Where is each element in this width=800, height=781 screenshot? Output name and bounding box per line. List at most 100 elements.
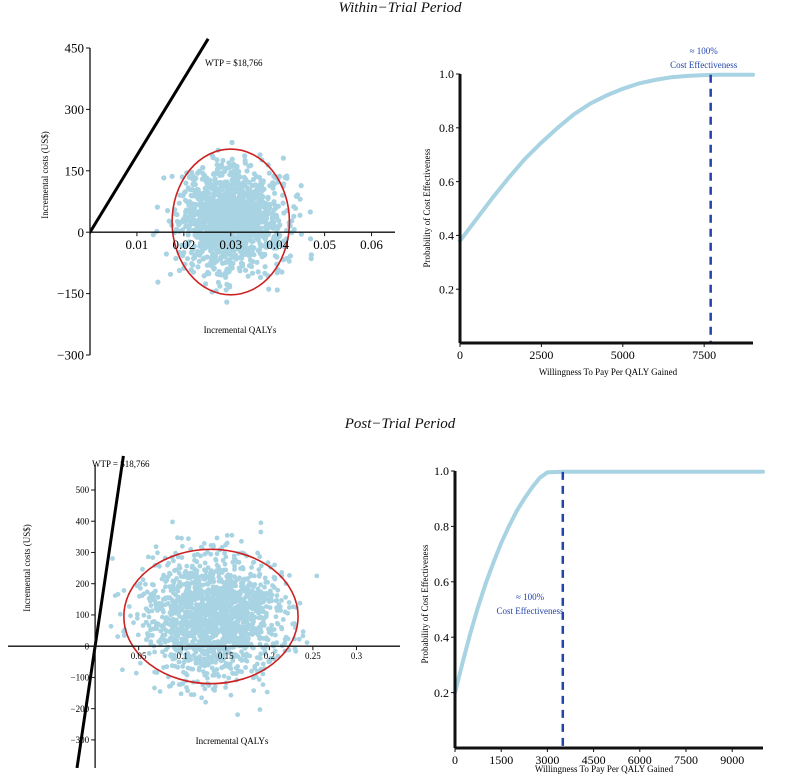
x-tick-label: 0.1 — [177, 651, 188, 661]
scatter-point — [286, 600, 292, 605]
y-tick-label: 0.8 — [439, 121, 454, 135]
scatter-point — [193, 586, 198, 592]
y-axis-label: Probability of Cost Effectiveness — [420, 544, 430, 664]
scatter-point — [314, 573, 320, 579]
x-tick-label: 0 — [457, 348, 463, 362]
scatter-point — [187, 221, 194, 227]
scatter-point — [210, 654, 216, 660]
scatter-point — [146, 614, 152, 620]
scatter-point — [152, 649, 158, 655]
scatter-point — [266, 659, 272, 665]
scatter-point — [257, 554, 263, 560]
scatter-point — [230, 189, 236, 195]
scatter-point — [239, 669, 245, 675]
scatter-point — [175, 554, 181, 560]
scatter-point — [135, 612, 140, 617]
scatter-point — [179, 535, 184, 541]
scatter-point — [262, 575, 268, 581]
scatter-point — [110, 556, 115, 561]
scatter-point — [213, 227, 219, 233]
scatter-point — [234, 206, 240, 212]
scatter-point — [185, 688, 191, 694]
scatter-point — [146, 651, 152, 656]
scatter-point — [235, 642, 241, 648]
scatter-point — [145, 554, 151, 560]
scatter-point — [176, 570, 182, 576]
scatter-point — [258, 520, 264, 526]
scatter-point — [263, 613, 269, 619]
scatter-point — [167, 584, 173, 590]
scatter-point — [221, 633, 227, 638]
x-tick-label: 0.2 — [264, 651, 275, 661]
y-tick-label: 400 — [76, 516, 90, 526]
scatter-point — [143, 606, 149, 611]
scatter-point — [108, 623, 114, 629]
scatter-point — [200, 165, 206, 171]
scatter-point — [297, 212, 303, 218]
x-tick-label: 0.25 — [305, 651, 321, 661]
scatter-point — [247, 588, 252, 594]
scatter-point — [221, 664, 227, 669]
scatter-point — [260, 671, 266, 677]
scatter-point — [256, 227, 262, 233]
scatter-point — [197, 221, 203, 228]
scatter-point — [300, 633, 306, 639]
scatter-point — [211, 616, 217, 622]
scatter-point — [155, 550, 160, 556]
scatter-points — [108, 519, 320, 718]
scatter-point — [229, 139, 235, 146]
scatter-point — [212, 258, 218, 264]
scatter-point — [292, 621, 297, 626]
scatter-point — [257, 251, 263, 257]
scatter-point — [227, 661, 233, 667]
scatter-point — [241, 609, 246, 615]
y-axis-label: Probability of Cost Effectiveness — [422, 148, 432, 268]
scatter-point — [254, 259, 260, 265]
scatter-point — [210, 640, 216, 646]
scatter-point — [231, 245, 237, 251]
scatter-point — [221, 607, 227, 613]
scatter-point — [219, 200, 225, 206]
scatter-point — [160, 649, 165, 655]
scatter-point — [170, 619, 176, 624]
x-tick-label: 4500 — [582, 753, 606, 767]
scatter-point — [242, 601, 248, 606]
scatter-point — [162, 632, 168, 638]
scatter-point — [277, 222, 283, 228]
scatter-point — [252, 615, 257, 621]
scatter-point — [229, 156, 235, 162]
scatter-point — [221, 640, 226, 646]
scatter-point — [185, 658, 191, 663]
scatter-point — [236, 589, 242, 595]
scatter-point — [249, 208, 255, 214]
scatter-point — [197, 243, 203, 249]
scatter-point — [210, 250, 216, 256]
scatter-point — [210, 584, 216, 590]
scatter-point — [223, 252, 229, 258]
scatter-point — [230, 654, 236, 660]
scatter-point — [234, 621, 240, 626]
scatter-point — [162, 637, 167, 643]
scatter-point — [247, 246, 253, 252]
scatter-point — [271, 656, 277, 662]
scatter-point — [204, 175, 210, 181]
scatter-point — [242, 160, 248, 166]
scatter-point — [172, 656, 178, 661]
scatter-point — [174, 637, 180, 643]
scatter-point — [296, 636, 302, 642]
scatter-point — [223, 685, 229, 690]
scatter-point — [265, 560, 271, 566]
scatter-point — [156, 639, 162, 644]
scatter-point — [141, 612, 147, 618]
scatter-point — [209, 659, 215, 665]
x-tick-label: 5000 — [611, 348, 635, 362]
scatter-point — [205, 648, 211, 654]
scatter-point — [212, 212, 218, 218]
scatter-point — [223, 554, 229, 560]
scatter-point — [248, 582, 254, 588]
scatter-point — [204, 592, 210, 598]
scatter-point — [174, 576, 180, 581]
scatter-point — [167, 271, 174, 277]
scatter-point — [274, 287, 280, 293]
scatter-point — [249, 238, 255, 244]
